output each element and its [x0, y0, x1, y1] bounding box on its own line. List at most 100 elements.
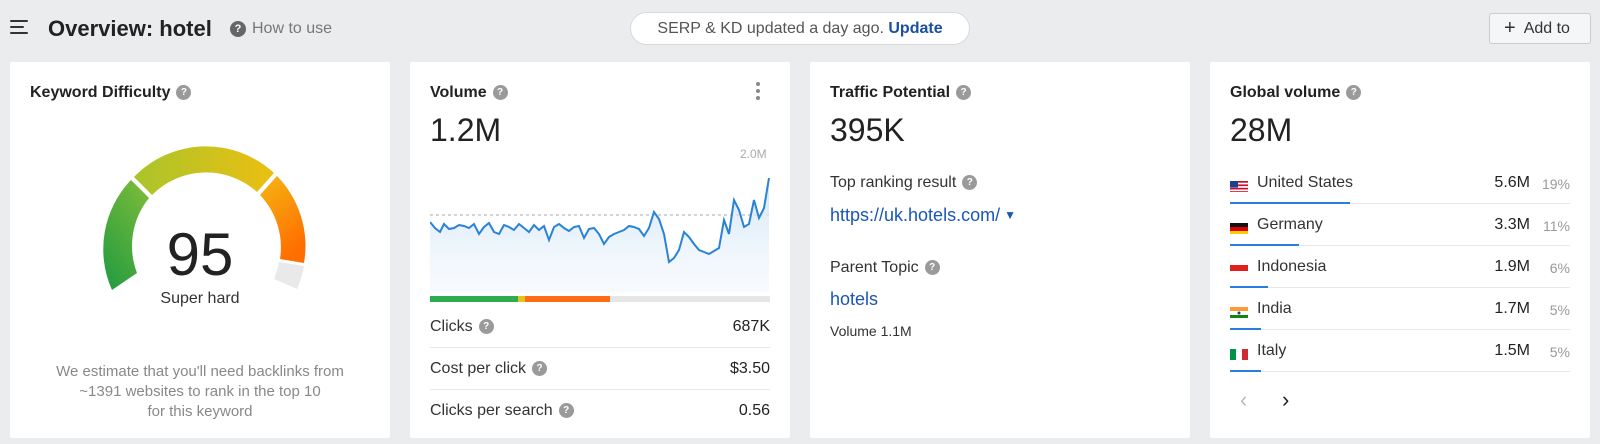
clicks-bar-organic: [430, 296, 519, 302]
help-icon[interactable]: ?: [1346, 85, 1362, 101]
kd-value: 95: [166, 221, 234, 288]
top-ranking-label-text: Top ranking result: [830, 174, 957, 191]
country-name: Indonesia: [1257, 258, 1327, 275]
serp-status-pill: SERP & KD updated a day ago. Update: [630, 12, 970, 45]
metric-label: Clicks per search?: [430, 402, 574, 420]
kd-title-text: Keyword Difficulty: [30, 84, 171, 101]
parent-topic-link[interactable]: hotels: [830, 289, 879, 309]
plus-icon: +: [1504, 17, 1516, 39]
caret-down-icon[interactable]: ▼: [1004, 208, 1016, 222]
serp-status-text: SERP & KD updated a day ago.: [657, 20, 884, 37]
global-value: 28M: [1230, 112, 1293, 148]
country-percent: 6%: [1549, 260, 1570, 276]
volume-card: Volume? 1.2M 2.0M Clicks? 687K Cost per …: [410, 62, 790, 438]
kd-title: Keyword Difficulty?: [30, 84, 192, 102]
page-title: Overview: hotel: [48, 16, 212, 41]
kd-label: Super hard: [160, 290, 240, 307]
chart-max-label: 2.0M: [740, 147, 767, 161]
country-row[interactable]: Germany 3.3M 11%: [1230, 204, 1570, 246]
global-volume-card: Global volume? 28M United States 5.6M 19…: [1210, 62, 1590, 438]
help-icon[interactable]: ?: [558, 403, 574, 419]
country-volume: 1.7M: [1494, 300, 1530, 317]
country-percent: 19%: [1541, 176, 1570, 192]
volume-title: Volume?: [430, 84, 508, 102]
country-name: India: [1257, 300, 1292, 317]
kd-description-line: for this keyword: [147, 403, 253, 420]
metric-label-text: Cost per click: [430, 360, 527, 377]
kd-description: We estimate that you'll need backlinks f…: [10, 362, 390, 422]
metric-row-cps: Clicks per search? 0.56: [430, 390, 770, 432]
kd-gauge-segment-remaining: [274, 262, 304, 289]
volume-value: 1.2M: [430, 112, 502, 148]
parent-topic-label: Parent Topic?: [830, 259, 940, 277]
top-ranking-url-link[interactable]: https://uk.hotels.com/▼: [830, 205, 1016, 226]
menu-icon[interactable]: [10, 20, 28, 36]
kd-description-line: We estimate that you'll need backlinks f…: [56, 363, 344, 380]
global-title-text: Global volume: [1230, 84, 1341, 101]
parent-topic-volume: Volume 1.1M: [830, 323, 912, 339]
country-volume: 1.9M: [1494, 258, 1530, 275]
parent-topic-label-text: Parent Topic: [830, 259, 919, 276]
volume-trend-chart: [430, 177, 770, 292]
it-flag-icon: [1230, 348, 1248, 360]
country-name: Italy: [1257, 342, 1287, 359]
help-icon[interactable]: ?: [956, 85, 972, 101]
help-icon[interactable]: ?: [532, 361, 548, 377]
add-to-label: Add to: [1523, 20, 1570, 37]
help-icon[interactable]: ?: [492, 85, 508, 101]
traffic-value: 395K: [830, 112, 905, 148]
country-percent: 5%: [1549, 344, 1570, 360]
metric-row-cpc: Cost per click? $3.50: [430, 348, 770, 390]
country-volume: 5.6M: [1494, 174, 1530, 191]
country-share-bar: [1230, 370, 1262, 372]
country-volume: 1.5M: [1494, 342, 1530, 359]
chevron-left-icon[interactable]: ‹: [1240, 387, 1248, 412]
traffic-potential-card: Traffic Potential? 395K Top ranking resu…: [810, 62, 1190, 438]
country-row[interactable]: Italy 1.5M 5%: [1230, 330, 1570, 372]
help-icon[interactable]: ?: [962, 175, 978, 191]
country-volume: 3.3M: [1494, 216, 1530, 233]
add-to-button[interactable]: + Add to: [1489, 13, 1591, 44]
metric-value: 687K: [732, 318, 770, 335]
country-name: United States: [1257, 174, 1354, 191]
top-bar: Overview: hotel ? How to use SERP & KD up…: [0, 0, 1600, 58]
chevron-right-icon[interactable]: ›: [1282, 387, 1290, 412]
clicks-bar-paid: [525, 296, 611, 302]
clicks-distribution-bar: [430, 296, 770, 302]
kd-gauge-segment-green: [103, 180, 149, 290]
country-row[interactable]: Indonesia 1.9M 6%: [1230, 246, 1570, 288]
country-share-bar: [1230, 244, 1300, 246]
metric-label-text: Clicks: [430, 318, 473, 335]
top-ranking-url-text: https://uk.hotels.com/: [830, 205, 1001, 225]
in-flag-icon: [1230, 306, 1248, 318]
country-name: Germany: [1257, 216, 1323, 233]
how-to-use-label: How to use: [252, 20, 333, 37]
de-flag-icon: [1230, 222, 1248, 234]
country-row[interactable]: India 1.7M 5%: [1230, 288, 1570, 330]
how-to-use-link[interactable]: ? How to use: [230, 20, 332, 38]
country-share-bar: [1230, 328, 1262, 330]
country-percent: 11%: [1543, 218, 1570, 234]
country-row[interactable]: United States 5.6M 19%: [1230, 162, 1570, 204]
more-options-icon[interactable]: [756, 82, 760, 103]
kd-gauge: [103, 146, 306, 290]
volume-line: [430, 177, 770, 264]
kd-gauge-segment-orange: [260, 176, 306, 263]
clicks-bar-mixed: [518, 296, 526, 302]
volume-title-text: Volume: [430, 84, 487, 101]
id-flag-icon: [1230, 264, 1248, 276]
help-icon[interactable]: ?: [176, 85, 192, 101]
us-flag-icon: [1230, 180, 1248, 192]
update-link[interactable]: Update: [888, 20, 943, 37]
keyword-difficulty-card: Keyword Difficulty? 95 Super hard We est…: [10, 62, 390, 438]
metric-row-clicks: Clicks? 687K: [430, 306, 770, 348]
help-icon[interactable]: ?: [924, 260, 940, 276]
metric-label-text: Clicks per search: [430, 402, 553, 419]
country-share-bar: [1230, 202, 1350, 204]
metric-value: 0.56: [738, 402, 770, 419]
top-ranking-label: Top ranking result?: [830, 174, 978, 192]
kd-gauge-segment-yellow: [134, 146, 274, 195]
help-icon[interactable]: ?: [478, 319, 494, 335]
global-title: Global volume?: [1230, 84, 1362, 102]
traffic-title: Traffic Potential?: [830, 84, 972, 102]
